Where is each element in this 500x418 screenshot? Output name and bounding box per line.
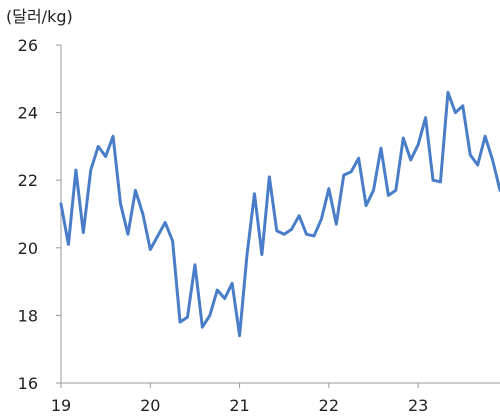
y-tick-label: 16 (18, 374, 38, 393)
y-axis-ticks: 16 18 20 22 24 26 (18, 36, 61, 393)
y-tick-label: 20 (18, 239, 38, 258)
x-tick-label: 21 (229, 396, 249, 415)
series-group (59, 90, 500, 338)
x-tick-label: 23 (408, 396, 428, 415)
y-tick-label: 22 (18, 171, 38, 190)
y-tick-label: 24 (18, 104, 38, 123)
series-line (59, 90, 500, 338)
x-tick-label: 22 (319, 396, 339, 415)
x-tick-label: 19 (51, 396, 71, 415)
x-axis-ticks: 19 20 21 22 23 (51, 383, 428, 415)
unit-label: (달러/kg) (6, 7, 73, 26)
x-tick-label: 20 (140, 396, 160, 415)
y-tick-label: 18 (18, 306, 38, 325)
y-tick-label: 26 (18, 36, 38, 55)
